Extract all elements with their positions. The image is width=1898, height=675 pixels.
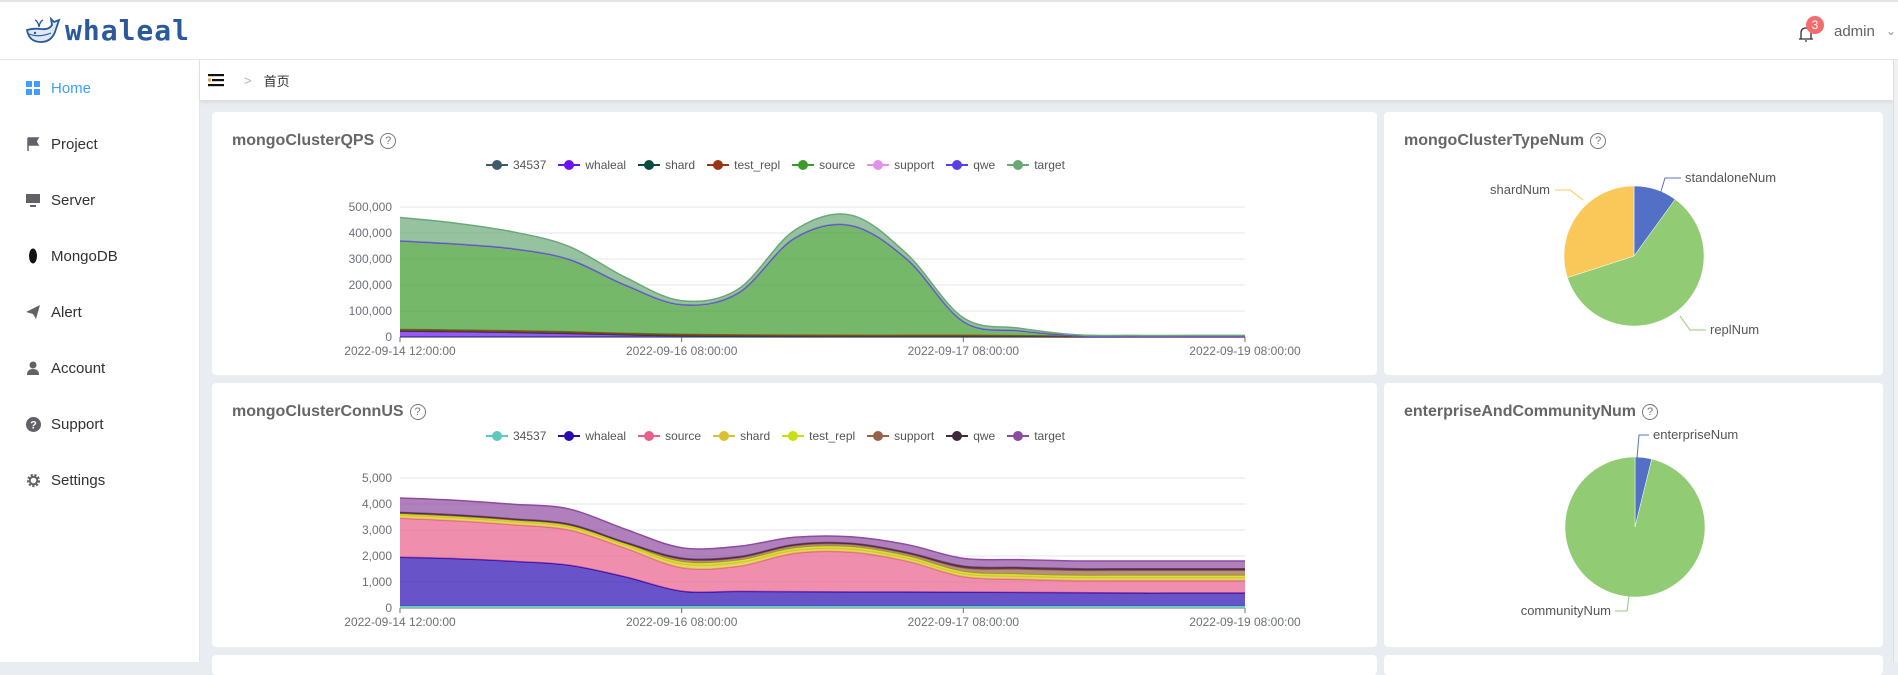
sidebar-item-home[interactable]: Home bbox=[0, 68, 199, 108]
pie-label: communityNum bbox=[1521, 603, 1611, 618]
sidebar-item-label: Settings bbox=[51, 472, 105, 489]
enterprise-community-pie-chart: enterpriseNum communityNum bbox=[1384, 383, 1883, 647]
grid-icon bbox=[25, 80, 41, 96]
chart-card bbox=[1384, 655, 1883, 675]
leader-line bbox=[1555, 190, 1583, 200]
chevron-down-icon[interactable]: ⌄ bbox=[1886, 24, 1896, 38]
logo[interactable]: whaleal bbox=[25, 14, 190, 47]
svg-text:?: ? bbox=[30, 419, 37, 431]
gear-icon bbox=[25, 472, 41, 488]
leader-line bbox=[1680, 316, 1706, 330]
x-tick-label: 2022-09-19 08:00:00 bbox=[1189, 615, 1301, 629]
user-icon bbox=[25, 360, 41, 376]
top-header: whaleal 3 admin ⌄ bbox=[0, 0, 1898, 60]
y-tick-label: 2,000 bbox=[362, 549, 392, 563]
pie-label: replNum bbox=[1710, 322, 1759, 337]
sidebar-item-label: Alert bbox=[51, 304, 82, 321]
conn-area-chart: 0 1,000 2,000 3,000 4,000 5,000 2022-09-14 12:… bbox=[212, 383, 1377, 647]
sidebar-item-alert[interactable]: Alert bbox=[0, 292, 199, 332]
y-tick-label: 3,000 bbox=[362, 523, 392, 537]
qps-area-chart: 0 100,000 200,000 300,000 400,000 500,000 2022… bbox=[212, 112, 1377, 375]
x-tick-label: 2022-09-17 08:00:00 bbox=[908, 344, 1020, 358]
flag-icon bbox=[25, 136, 41, 152]
sidebar-item-project[interactable]: Project bbox=[0, 124, 199, 164]
breadcrumb-home[interactable]: 首页 bbox=[264, 71, 290, 90]
y-tick-label: 500,000 bbox=[349, 200, 393, 214]
y-tick-label: 0 bbox=[385, 601, 392, 615]
breadcrumb-bar: > 首页 bbox=[200, 60, 1893, 100]
sidebar-item-label: Project bbox=[51, 136, 98, 153]
monitor-icon bbox=[25, 192, 41, 208]
x-tick-label: 2022-09-14 12:00:00 bbox=[344, 615, 456, 629]
menu-fold-icon[interactable] bbox=[208, 73, 224, 87]
y-tick-label: 200,000 bbox=[349, 278, 393, 292]
pie-label: enterpriseNum bbox=[1653, 427, 1738, 442]
leader-line bbox=[1637, 435, 1649, 458]
sidebar-item-server[interactable]: Server bbox=[0, 180, 199, 220]
cluster-type-card: mongoClusterTypeNum? standaloneNum shard… bbox=[1384, 112, 1883, 375]
sidebar-item-settings[interactable]: Settings bbox=[0, 460, 199, 500]
sidebar-item-label: MongoDB bbox=[51, 248, 118, 265]
leaf-icon bbox=[25, 248, 41, 264]
x-tick-label: 2022-09-19 08:00:00 bbox=[1189, 344, 1301, 358]
sidebar-item-mongodb[interactable]: MongoDB bbox=[0, 236, 199, 276]
y-tick-label: 0 bbox=[385, 330, 392, 344]
question-icon: ? bbox=[25, 416, 41, 432]
leader-line bbox=[1615, 596, 1629, 611]
sidebar-item-support[interactable]: ? Support bbox=[0, 404, 199, 444]
user-menu[interactable]: admin bbox=[1834, 23, 1875, 40]
pie-label: shardNum bbox=[1490, 182, 1550, 197]
vertical-scrollbar[interactable] bbox=[1893, 60, 1898, 662]
x-tick-label: 2022-09-14 12:00:00 bbox=[344, 344, 456, 358]
breadcrumb-separator-icon: > bbox=[244, 73, 252, 88]
y-tick-label: 400,000 bbox=[349, 226, 393, 240]
y-tick-label: 1,000 bbox=[362, 575, 392, 589]
sidebar-item-label: Account bbox=[51, 360, 105, 377]
x-tick-label: 2022-09-16 08:00:00 bbox=[626, 615, 738, 629]
x-tick-label: 2022-09-17 08:00:00 bbox=[908, 615, 1020, 629]
sidebar-item-label: Home bbox=[51, 80, 91, 97]
paper-plane-icon bbox=[25, 304, 41, 320]
y-tick-label: 100,000 bbox=[349, 304, 393, 318]
enterprise-community-card: enterpriseAndCommunityNum? enterpriseNum… bbox=[1384, 383, 1883, 647]
y-tick-label: 300,000 bbox=[349, 252, 393, 266]
x-tick-label: 2022-09-16 08:00:00 bbox=[626, 344, 738, 358]
sidebar-item-label: Support bbox=[51, 416, 104, 433]
pie-label: standaloneNum bbox=[1685, 170, 1776, 185]
chart-card bbox=[212, 655, 1377, 675]
y-tick-label: 5,000 bbox=[362, 471, 392, 485]
cluster-type-pie-chart: standaloneNum shardNum replNum bbox=[1384, 112, 1883, 375]
y-tick-label: 4,000 bbox=[362, 497, 392, 511]
notification-badge: 3 bbox=[1806, 16, 1824, 34]
pie-slice-communityNum[interactable] bbox=[1565, 457, 1705, 597]
sidebar-item-account[interactable]: Account bbox=[0, 348, 199, 388]
sidebar-item-label: Server bbox=[51, 192, 95, 209]
whale-logo-icon bbox=[25, 16, 61, 46]
logo-text: whaleal bbox=[65, 14, 190, 47]
sidebar: Home Project Server MongoDB Alert Accoun… bbox=[0, 60, 200, 662]
